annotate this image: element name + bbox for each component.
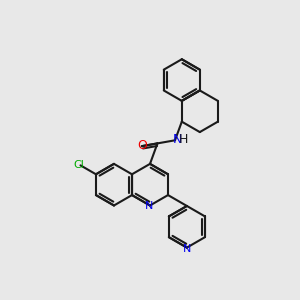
Text: H: H	[179, 133, 189, 146]
Text: N: N	[145, 202, 153, 212]
Text: N: N	[172, 133, 182, 146]
Text: Cl: Cl	[73, 160, 84, 170]
Text: O: O	[137, 139, 147, 152]
Text: N: N	[183, 244, 191, 254]
